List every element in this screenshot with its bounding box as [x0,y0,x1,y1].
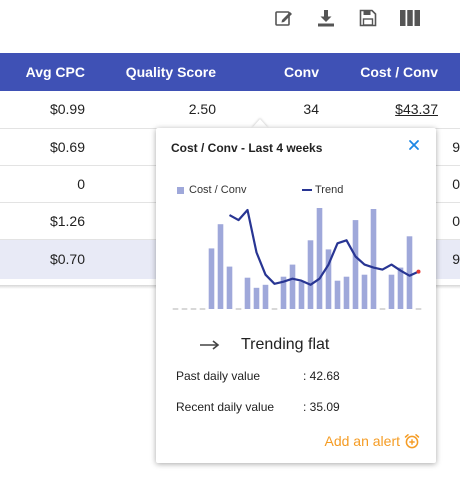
recent-value: : 35.09 [303,400,340,414]
chart-bar [262,284,269,309]
chart-bar [397,267,404,309]
chart-bar [406,236,413,309]
cell-avg-cpc: $0.99 [0,91,85,129]
trend-line [228,208,419,286]
cell-clip: 0 [438,165,460,203]
popup-pointer [252,119,268,128]
chart-bar [370,209,377,309]
col-quality-score[interactable]: Quality Score [125,64,216,80]
chart-bar [388,274,395,309]
legend-bar-label: Cost / Conv [189,184,247,196]
chart-bar [253,287,260,309]
table-row: $0.99 2.50 34 $43.37 [0,91,460,129]
download-icon[interactable] [314,6,338,30]
col-spacer [438,53,460,91]
legend-trend-label: Trend [315,184,344,196]
chart-bar [280,276,287,309]
toolbar [254,6,422,30]
chart-bar [244,277,251,309]
alarm-add-icon [404,434,420,449]
chart-bar [289,264,296,309]
save-icon[interactable] [356,6,380,30]
chart-bar [316,208,323,309]
chart-bar [334,280,341,309]
cost-conv-chart [172,208,422,310]
chart-bar [217,224,224,309]
chart-bar [208,248,215,309]
col-avg-cpc[interactable]: Avg CPC [25,64,85,80]
add-alert-button[interactable]: Add an alert [325,433,421,449]
cost-conv-link[interactable]: $43.37 [395,101,438,118]
legend-trend: Trend [302,184,343,196]
col-cost-conv[interactable]: Cost / Conv [360,64,438,80]
col-conv[interactable]: Conv [284,64,319,80]
past-value: : 42.68 [303,369,340,383]
arrow-right-icon [200,340,220,350]
chart-bar [298,281,305,309]
cell-clip: 9 [452,251,460,268]
edit-icon[interactable] [272,6,296,30]
legend-bar-swatch [177,186,184,194]
cell-quality-score: 2.50 [85,91,216,129]
cell-cost-conv[interactable]: $43.37 [319,91,438,129]
chart-bar [226,266,233,309]
chart-bar [343,276,350,309]
past-daily-value: Past daily value : 42.68 [176,369,340,383]
popup-title: Cost / Conv - Last 4 weeks [171,141,323,155]
recent-label: Recent daily value [176,400,275,414]
chart-bar [325,249,332,309]
table-header: Avg CPC Quality Score Conv Cost / Conv [0,53,460,91]
cell-avg-cpc: $0.70 [49,251,85,268]
recent-daily-value: Recent daily value : 35.09 [176,400,340,414]
past-label: Past daily value [176,369,261,383]
cell-avg-cpc: $0.69 [0,128,85,166]
close-icon[interactable] [406,137,422,153]
trend-end-marker [416,269,421,274]
legend-line-swatch [302,189,312,191]
cell-avg-cpc: $1.26 [0,202,85,240]
trend-label: Trending flat [241,336,330,353]
chart-bar [352,220,359,309]
cost-conv-popup: Cost / Conv - Last 4 weeks Cost / Conv T… [156,128,436,463]
cell-clip: 9 [438,128,460,166]
legend-cost-conv: Cost / Conv [177,184,246,196]
add-alert-label: Add an alert [324,433,401,449]
cell-clip: 0 [438,202,460,240]
cell-clip [438,91,460,129]
columns-icon[interactable] [398,6,422,30]
trend-summary: Trending flat [199,336,329,354]
chart-bar [307,240,314,309]
chart-bar [361,274,368,309]
cell-avg-cpc: 0 [0,165,85,203]
